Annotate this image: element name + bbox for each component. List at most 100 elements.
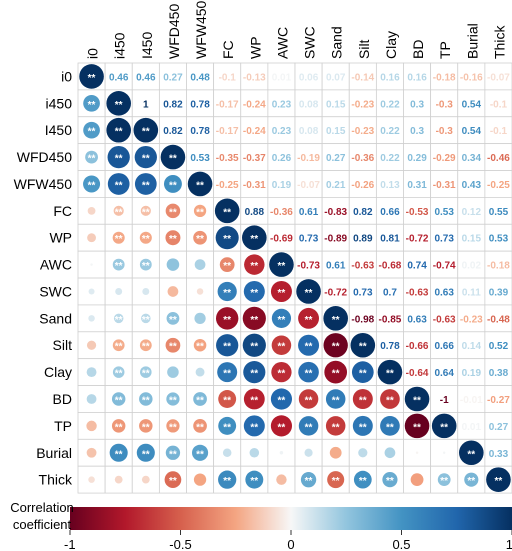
column-labels: i0 i450 I450 WFD450 WFW450 FC WP AWC SWC Sand Silt… <box>85 0 508 59</box>
significance-mark: ** <box>278 342 286 353</box>
correlation-circle <box>107 173 130 195</box>
significance-mark: ** <box>278 315 286 326</box>
correlation-value: 0.27 <box>489 422 509 433</box>
matrix-cell <box>403 277 432 306</box>
correlation-circle <box>327 471 345 489</box>
correlation-value: -0.37 <box>243 153 266 164</box>
matrix-cell <box>430 143 459 171</box>
correlation-circle <box>134 173 157 195</box>
correlation-value: 0.23 <box>272 99 292 110</box>
correlation-value: 0.61 <box>326 261 346 272</box>
correlation-value: 0.61 <box>299 207 319 218</box>
significance-mark: ** <box>250 315 258 326</box>
row-label: Burial <box>36 445 72 461</box>
correlation-value: 0.15 <box>462 234 482 245</box>
correlation-circle <box>111 392 126 406</box>
significance-mark: ** <box>305 422 313 433</box>
significance-mark: ** <box>413 422 421 433</box>
significance-mark: ** <box>142 180 150 191</box>
significance-mark: ** <box>88 154 96 165</box>
correlation-value: -0.85 <box>379 314 402 325</box>
correlation-circle <box>87 233 96 243</box>
correlation-value: 0.06 <box>299 72 319 83</box>
matrix-cell <box>213 62 242 91</box>
correlation-value: -0.17 <box>216 99 239 110</box>
matrix-cell <box>348 89 377 118</box>
significance-mark: ** <box>278 396 286 407</box>
correlation-value: 0.53 <box>489 234 509 245</box>
matrix-cell <box>457 116 486 145</box>
correlation-value: -0.3 <box>436 126 454 137</box>
significance-mark: ** <box>115 234 123 245</box>
column-label: Thick <box>491 25 507 59</box>
correlation-value: 0.27 <box>326 153 346 164</box>
matrix-cell <box>403 170 432 198</box>
row-label: Sand <box>39 310 72 326</box>
correlation-circle <box>269 252 294 277</box>
correlation-value: -0.74 <box>433 261 456 272</box>
matrix-cell <box>403 250 432 279</box>
correlation-circle <box>242 225 267 251</box>
correlation-value: -0.63 <box>406 287 429 298</box>
matrix-cell <box>457 170 486 198</box>
significance-mark: ** <box>88 127 96 138</box>
significance-mark: ** <box>359 396 367 407</box>
correlation-value: 0.19 <box>272 180 292 191</box>
row-label: BD <box>53 391 72 407</box>
matrix-cell <box>403 143 432 171</box>
significance-mark: ** <box>196 422 204 433</box>
colorbar-label-line1: Correlation <box>10 500 74 515</box>
correlation-circle <box>112 258 125 271</box>
correlation-value: 1 <box>143 99 149 110</box>
row-label: AWC <box>40 257 72 273</box>
correlation-circle <box>325 416 346 436</box>
correlation-value: -0.1 <box>490 99 508 110</box>
correlation-circle <box>139 392 153 406</box>
correlation-circle <box>164 471 182 488</box>
correlation-value: 0.33 <box>489 449 509 460</box>
correlation-value: 0.89 <box>353 234 373 245</box>
significance-mark: ** <box>169 315 177 326</box>
colorbar-tick-label: -0.5 <box>169 537 191 551</box>
correlation-value: 0.82 <box>163 99 183 110</box>
row-label: WFD450 <box>17 149 72 165</box>
correlation-circle <box>106 91 131 116</box>
correlation-value: 0.26 <box>272 153 292 164</box>
matrix-cell <box>321 465 350 494</box>
correlation-value: -0.19 <box>297 153 320 164</box>
correlation-value: 0.39 <box>489 287 509 298</box>
correlation-circle <box>141 475 150 484</box>
matrix-cell <box>321 62 350 91</box>
correlation-circle <box>86 447 97 458</box>
correlation-value: -0.01 <box>460 395 483 406</box>
matrix-cell <box>430 385 459 413</box>
significance-mark: ** <box>115 154 123 165</box>
significance-mark: ** <box>142 234 150 245</box>
row-labels: i0 i450 I450 WFD450 WFW450 FC WP AWC SWC Sand Silt… <box>14 68 73 487</box>
correlation-circle <box>217 281 237 302</box>
significance-mark: ** <box>250 288 258 299</box>
correlation-circle <box>109 443 128 462</box>
matrix-cell <box>484 385 512 413</box>
correlation-circle <box>242 306 266 330</box>
correlation-value: -0.16 <box>460 72 483 83</box>
correlation-value: 0.78 <box>190 99 210 110</box>
matrix-cell <box>430 250 459 279</box>
correlation-value: 0.48 <box>190 72 210 83</box>
correlation-circle <box>415 451 419 454</box>
correlation-circle <box>459 440 484 466</box>
correlation-value: 0.46 <box>109 72 129 83</box>
significance-mark: ** <box>115 396 123 407</box>
correlation-circle <box>271 308 292 328</box>
correlation-circle <box>215 226 239 250</box>
correlation-value: -0.25 <box>487 180 510 191</box>
matrix-cell <box>348 277 377 306</box>
matrix-cell <box>375 62 404 91</box>
matrix-cell <box>430 358 459 386</box>
correlation-value: -0.25 <box>216 180 239 191</box>
significance-mark: ** <box>169 449 177 460</box>
significance-mark: ** <box>142 127 150 138</box>
column-label: Burial <box>464 23 480 59</box>
correlation-circle <box>165 203 181 219</box>
matrix-cell <box>484 143 512 171</box>
